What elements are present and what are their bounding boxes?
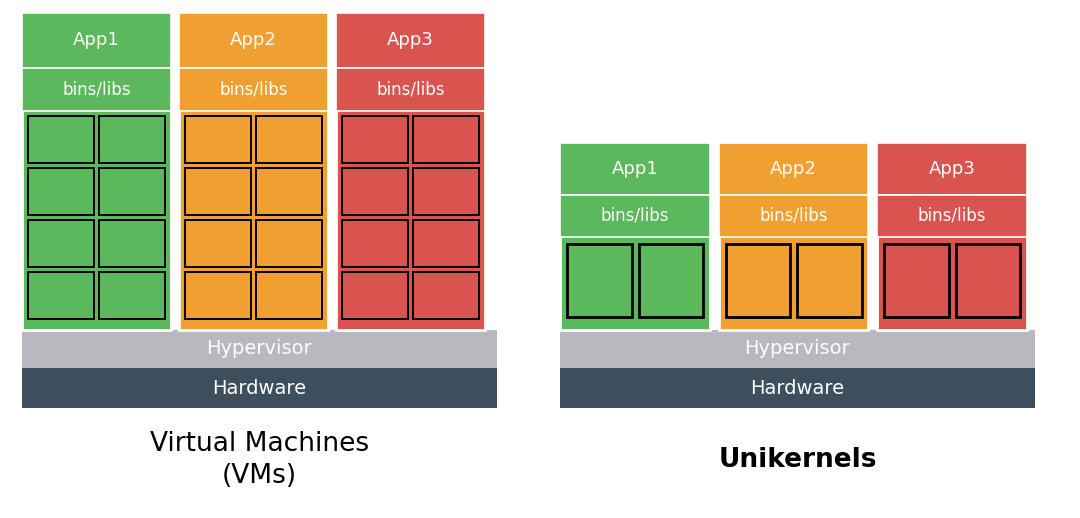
Text: bins/libs: bins/libs — [376, 80, 445, 98]
Text: Virtual Machines
(VMs): Virtual Machines (VMs) — [150, 431, 369, 489]
Bar — [561, 143, 710, 330]
Bar — [638, 244, 703, 317]
Bar — [179, 13, 327, 330]
Bar — [413, 117, 480, 163]
Text: App2: App2 — [230, 32, 276, 50]
Bar — [336, 68, 485, 111]
Bar — [22, 368, 497, 408]
Bar — [22, 13, 171, 68]
Bar — [877, 143, 1027, 195]
Bar — [27, 220, 94, 267]
Bar — [877, 195, 1027, 237]
Bar — [341, 220, 407, 267]
Bar — [341, 168, 407, 215]
Text: App1: App1 — [72, 32, 120, 50]
Bar — [256, 220, 322, 267]
Bar — [561, 368, 1035, 408]
Text: bins/libs: bins/libs — [62, 80, 131, 98]
Bar — [256, 117, 322, 163]
Bar — [797, 244, 862, 317]
Bar — [99, 220, 165, 267]
Text: Hardware: Hardware — [213, 379, 307, 397]
Text: App3: App3 — [387, 32, 434, 50]
Bar — [185, 168, 251, 215]
Text: bins/libs: bins/libs — [918, 207, 986, 225]
Bar — [341, 272, 407, 319]
Bar — [956, 244, 1020, 317]
Bar — [567, 244, 632, 317]
Bar — [185, 272, 251, 319]
Bar — [27, 272, 94, 319]
Bar — [185, 220, 251, 267]
Text: Hypervisor: Hypervisor — [206, 339, 312, 358]
Bar — [256, 168, 322, 215]
Bar — [27, 168, 94, 215]
Bar — [718, 195, 868, 237]
Text: Unikernels: Unikernels — [718, 447, 877, 473]
Bar — [22, 330, 497, 368]
Bar — [99, 117, 165, 163]
Bar — [561, 143, 710, 195]
Bar — [336, 13, 485, 330]
Bar — [99, 168, 165, 215]
Bar — [885, 244, 948, 317]
Bar — [256, 272, 322, 319]
Bar — [413, 272, 480, 319]
Text: bins/libs: bins/libs — [759, 207, 827, 225]
Bar — [99, 272, 165, 319]
Bar — [561, 195, 710, 237]
Bar — [336, 13, 485, 68]
Bar — [561, 330, 1035, 368]
Bar — [341, 117, 407, 163]
Bar — [185, 117, 251, 163]
Bar — [413, 220, 480, 267]
Bar — [22, 13, 171, 330]
Text: App2: App2 — [770, 160, 816, 178]
Bar — [718, 143, 868, 330]
Text: bins/libs: bins/libs — [219, 80, 287, 98]
Text: bins/libs: bins/libs — [600, 207, 670, 225]
Bar — [877, 143, 1027, 330]
Text: Hypervisor: Hypervisor — [744, 339, 850, 358]
Text: Hardware: Hardware — [751, 379, 845, 397]
Bar — [179, 13, 327, 68]
Bar — [726, 244, 789, 317]
Bar — [27, 117, 94, 163]
Bar — [718, 143, 868, 195]
Bar — [22, 68, 171, 111]
Bar — [413, 168, 480, 215]
Bar — [179, 68, 327, 111]
Text: App1: App1 — [611, 160, 659, 178]
Text: App3: App3 — [929, 160, 975, 178]
